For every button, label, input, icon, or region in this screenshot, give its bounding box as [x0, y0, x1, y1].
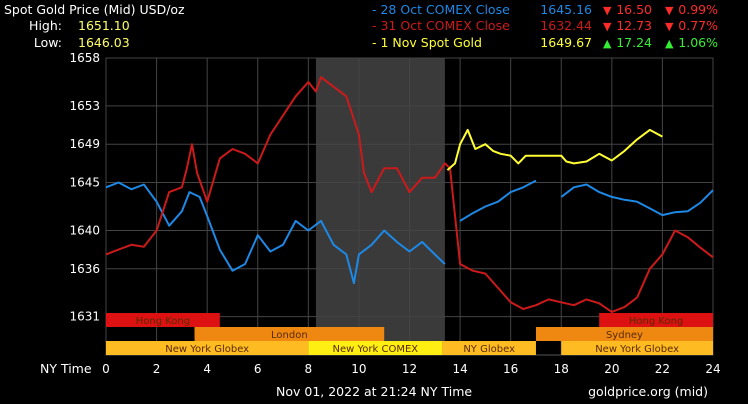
- y-tick-label: 1631: [69, 310, 100, 324]
- pct-down-icon: ▼: [665, 4, 674, 17]
- low-value: 1646.03: [78, 35, 130, 50]
- chart-title: Spot Gold Price (Mid) USD/oz: [4, 2, 185, 17]
- x-tick-label: 8: [305, 362, 313, 376]
- y-tick-label: 1658: [69, 51, 100, 65]
- session-bar: [308, 341, 443, 355]
- legend-pct: 0.99%: [678, 2, 718, 17]
- session-label: London: [271, 330, 308, 341]
- x-tick-label: 24: [705, 362, 720, 376]
- x-axis-title: NY Time: [40, 361, 92, 376]
- comex-shade-rect: [315, 58, 445, 355]
- legend: - 28 Oct COMEX Close 1645.16 ▼ 16.50 ▼ 0…: [372, 2, 718, 50]
- pct-up-icon: ▲: [665, 37, 674, 50]
- session-bar: [106, 313, 220, 327]
- y-axis: 1631 1636 1640 1645 1649 1653 1658: [69, 51, 100, 324]
- series-line: [446, 128, 663, 171]
- legend-series-name: - 31 Oct COMEX Close: [372, 18, 510, 33]
- x-axis: 0 2 4 6 8 10 12 14 16 18 20 22 24: [102, 362, 720, 376]
- session-label: Hong Kong: [136, 316, 190, 327]
- x-tick-label: 22: [655, 362, 670, 376]
- x-tick-label: 12: [402, 362, 417, 376]
- y-tick-label: 1640: [69, 223, 100, 237]
- session-bar: [194, 327, 385, 341]
- session-bar: [561, 341, 713, 355]
- x-tick-label: 2: [153, 362, 161, 376]
- session-label: NY Globex: [463, 344, 515, 355]
- y-tick-label: 1636: [69, 262, 100, 276]
- x-tick-label: 0: [102, 362, 110, 376]
- x-tick-label: 10: [351, 362, 366, 376]
- session-label: New York Globex: [165, 344, 249, 355]
- session-label: New York COMEX: [333, 344, 419, 355]
- x-tick-label: 4: [203, 362, 211, 376]
- legend-pct: 1.06%: [678, 35, 718, 50]
- change-down-icon: ▼: [603, 4, 612, 17]
- timestamp: Nov 01, 2022 at 21:24 NY Time: [276, 384, 472, 399]
- session-bar: [106, 341, 309, 355]
- legend-row: - 1 Nov Spot Gold 1649.67 ▲ 17.24 ▲ 1.06…: [372, 35, 718, 50]
- y-tick-label: 1645: [69, 176, 100, 190]
- legend-row: - 31 Oct COMEX Close 1632.44 ▼ 12.73 ▼ 0…: [372, 18, 718, 33]
- change-up-icon: ▲: [603, 37, 612, 50]
- legend-price: 1649.67: [540, 35, 592, 50]
- legend-change: 16.50: [616, 2, 652, 17]
- legend-price: 1632.44: [540, 18, 592, 33]
- legend-series-name: - 1 Nov Spot Gold: [372, 35, 482, 50]
- x-tick-label: 14: [452, 362, 467, 376]
- legend-change: 17.24: [616, 35, 652, 50]
- comex-session-shade: [315, 58, 445, 355]
- x-tick-label: 18: [554, 362, 569, 376]
- legend-change: 12.73: [616, 18, 652, 33]
- session-label: Hong Kong: [629, 316, 683, 327]
- y-tick-label: 1649: [69, 137, 100, 151]
- source-credit: goldprice.org (mid): [588, 384, 708, 399]
- session-bar: [535, 327, 713, 341]
- x-tick-label: 6: [254, 362, 262, 376]
- legend-pct: 0.77%: [678, 18, 718, 33]
- change-down-icon: ▼: [603, 20, 612, 33]
- series-line: [105, 76, 714, 313]
- y-tick-label: 1653: [69, 99, 100, 113]
- legend-row: - 28 Oct COMEX Close 1645.16 ▼ 16.50 ▼ 0…: [372, 2, 718, 17]
- x-tick-label: 16: [503, 362, 518, 376]
- series-line: [105, 179, 714, 285]
- x-tick-label: 20: [604, 362, 619, 376]
- session-label: New York Globex: [595, 344, 679, 355]
- pct-down-icon: ▼: [665, 20, 674, 33]
- session-bars: Hong Kong Hong Kong London Sydney New York G…: [106, 313, 713, 355]
- session-bar: [442, 341, 536, 355]
- price-lines: [105, 76, 714, 313]
- low-label: Low:: [34, 35, 62, 50]
- legend-series-name: - 28 Oct COMEX Close: [372, 2, 510, 17]
- high-value: 1651.10: [78, 18, 130, 33]
- session-bar: [599, 313, 713, 327]
- session-label: Sydney: [606, 330, 643, 341]
- high-label: High:: [29, 18, 62, 33]
- legend-price: 1645.16: [540, 2, 592, 17]
